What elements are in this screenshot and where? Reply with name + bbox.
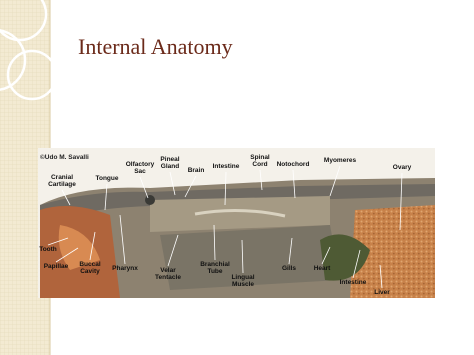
anatomy-label: Myomeres [324, 157, 357, 164]
label-line: Gland [161, 163, 179, 170]
anatomy-label: Velar Tentacle [155, 267, 181, 281]
anatomy-label: Gills [282, 265, 296, 272]
leader-line [329, 165, 341, 197]
label-line: Heart [314, 265, 331, 272]
anatomy-label: Intestine [340, 279, 367, 286]
label-line: Pineal [160, 156, 179, 163]
anatomy-label: Lingual Muscle [231, 274, 254, 288]
anatomy-label: Tongue [96, 175, 119, 182]
slide-title: Internal Anatomy [78, 34, 233, 59]
leader-line [61, 189, 71, 206]
leader-line [55, 247, 79, 263]
labels: Cranial Cartilage Tongue Olfactory Sac Pineal… [39, 154, 411, 296]
anatomy-label: Brain [188, 167, 205, 174]
anatomy-label: Ovary [393, 164, 412, 171]
anatomy-label: Branchial Tube [200, 261, 230, 275]
anatomy-label: Papillae [44, 263, 69, 270]
label-line: Pharynx [112, 265, 138, 272]
label-line: Velar [160, 267, 176, 274]
leader-line [184, 175, 197, 198]
label-line: Buccal [79, 261, 101, 268]
label-line: Intestine [213, 163, 240, 170]
anatomy-label: Tooth [39, 246, 57, 253]
specimen-photo [38, 148, 435, 298]
label-line: Tentacle [155, 274, 181, 281]
decor-circles [0, 0, 58, 101]
label-line: Liver [374, 289, 390, 296]
anatomy-label: Intestine [213, 163, 240, 170]
label-line: Branchial [200, 261, 230, 268]
leader-line [169, 171, 176, 196]
anatomy-label: Cranial Cartilage [48, 174, 76, 188]
label-line: Cavity [80, 268, 100, 275]
label-line: Intestine [340, 279, 367, 286]
leader-line [167, 234, 179, 267]
leader-line [241, 239, 244, 274]
leader-line [352, 249, 361, 279]
label-line: Sac [134, 168, 146, 175]
label-line: Olfactory [126, 161, 155, 168]
anatomy-label: Pharynx [112, 265, 138, 272]
label-line: Spinal [250, 154, 270, 161]
leader-line [292, 169, 296, 199]
anatomy-label: Spinal Cord [250, 154, 270, 168]
leader-line [213, 224, 216, 261]
leader-line [224, 171, 227, 206]
leader-line [288, 237, 293, 265]
label-line: Notochord [277, 161, 310, 168]
anatomy-label: Notochord [277, 161, 310, 168]
leader-line [139, 176, 149, 199]
label-line: Gills [282, 265, 296, 272]
leader-line [47, 237, 69, 246]
label-line: Muscle [232, 281, 254, 288]
leader-line [119, 214, 126, 265]
anatomy-label: Heart [314, 265, 331, 272]
leader-line [104, 183, 108, 211]
anatomy-label: Buccal Cavity [79, 261, 101, 275]
anatomy-label: Liver [374, 289, 390, 296]
label-line: Ovary [393, 164, 412, 171]
anatomy-label: Pineal Gland [160, 156, 179, 170]
leader-line [379, 264, 383, 289]
anatomy-label: Olfactory Sac [126, 161, 155, 175]
label-line: Cartilage [48, 181, 76, 188]
label-line: Cranial [51, 174, 73, 181]
label-line: Lingual [231, 274, 254, 281]
label-line: Cord [252, 161, 267, 168]
label-line: Myomeres [324, 157, 357, 164]
photo-credit: ©Udo M. Savalli [40, 153, 89, 161]
leader-line [89, 231, 96, 261]
label-line: Tongue [96, 175, 119, 182]
leader-line [321, 246, 331, 265]
leader-line [399, 172, 403, 231]
leader-line [259, 169, 263, 191]
label-line: Papillae [44, 263, 69, 270]
label-line: Tooth [39, 246, 57, 253]
label-line: Tube [207, 268, 222, 275]
label-line: Brain [188, 167, 205, 174]
